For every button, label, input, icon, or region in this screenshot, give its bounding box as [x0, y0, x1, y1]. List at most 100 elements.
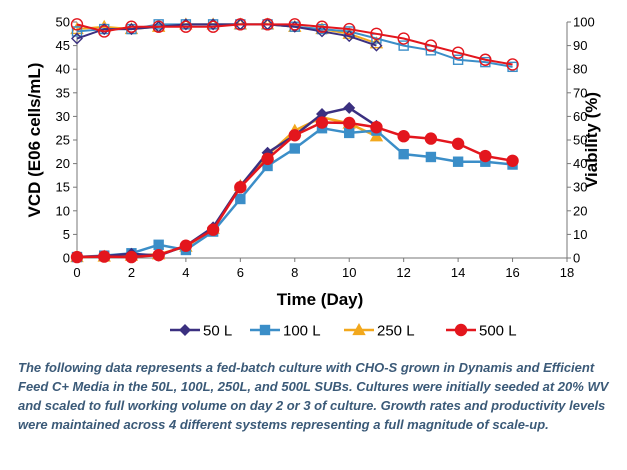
viability-point-500-l: [234, 18, 247, 31]
y-tick-label: 50: [56, 15, 70, 30]
vcd-series-500-l: [70, 116, 519, 264]
vcd-point-500-l: [179, 239, 193, 252]
x-tick-label: 6: [237, 265, 244, 280]
viability-point-500-l: [479, 53, 492, 66]
viability-point-100-l: [71, 26, 83, 37]
x-tick-label: 8: [291, 265, 298, 280]
vcd-point-500-l: [261, 152, 274, 166]
y2-tick-label: 50: [573, 133, 587, 148]
vcd-point-100-l: [425, 151, 437, 163]
vcd-point-500-l: [424, 132, 438, 145]
vcd-point-500-l: [479, 149, 492, 163]
y2-tick-label: 80: [573, 62, 587, 77]
y-axis-title: VCD (E06 cells/mL): [25, 63, 44, 218]
viability-point-50-l: [71, 32, 83, 45]
y2-tick-label: 10: [573, 227, 587, 242]
legend-label: 500 L: [479, 323, 517, 340]
viability-point-500-l: [315, 20, 329, 33]
legend-swatch-marker: [259, 324, 271, 336]
vcd-point-100-l: [289, 143, 300, 154]
vcd-series-50-l: [71, 101, 383, 264]
vcd-point-500-l: [70, 250, 84, 264]
vcd-point-500-l: [343, 116, 356, 130]
y-tick-label: 10: [56, 203, 70, 218]
x-tick-label: 0: [73, 265, 80, 280]
vcd-point-100-l: [344, 127, 355, 139]
viability-point-50-l: [370, 39, 383, 52]
y2-tick-label: 30: [573, 180, 587, 195]
vcd-point-500-l: [315, 116, 329, 129]
legend-item-250-l: 250 L: [344, 323, 415, 340]
y-tick-label: 15: [56, 180, 70, 195]
vcd-point-500-l: [98, 250, 111, 263]
x-tick-label: 2: [128, 265, 135, 280]
viability-point-100-l: [398, 40, 409, 51]
legend-swatch-marker: [454, 323, 468, 337]
y-tick-label: 30: [56, 109, 70, 124]
viability-point-500-l: [506, 58, 519, 71]
viability-point-500-l: [70, 18, 84, 31]
viability-point-500-l: [370, 27, 383, 40]
chart-plot-area: [70, 17, 519, 264]
legend-swatch-marker: [179, 324, 191, 336]
viability-point-500-l: [152, 20, 165, 33]
viability-point-500-l: [261, 18, 274, 31]
y2-tick-label: 40: [573, 156, 587, 171]
vcd-point-100-l: [452, 156, 464, 167]
legend-item-100-l: 100 L: [250, 323, 321, 340]
viability-point-500-l: [397, 32, 410, 45]
figure-caption: The following data represents a fed-batc…: [18, 360, 609, 432]
viability-point-500-l: [288, 18, 301, 31]
y-tick-label: 5: [63, 227, 70, 242]
legend-item-50-l: 50 L: [170, 323, 232, 340]
viability-point-500-l: [424, 39, 438, 52]
legend-item-500-l: 500 L: [446, 323, 517, 340]
vcd-point-500-l: [234, 180, 247, 194]
x-tick-label: 4: [182, 265, 189, 280]
viability-series-500-l: [70, 18, 519, 71]
y2-tick-label: 0: [573, 251, 580, 266]
viability-point-500-l: [98, 25, 111, 38]
chart-axes: 0510152025303540455001020304050607080901…: [56, 15, 595, 281]
viability-point-50-l: [316, 25, 328, 38]
legend-label: 50 L: [203, 323, 232, 340]
x-tick-label: 14: [451, 265, 465, 280]
vcd-point-500-l: [370, 121, 383, 134]
viability-series-50-l: [71, 18, 383, 52]
x-tick-label: 10: [342, 265, 356, 280]
vcd-point-100-l: [398, 148, 409, 160]
vcd-point-500-l: [506, 154, 519, 167]
vcd-series-250-l: [70, 110, 384, 263]
vcd-point-500-l: [451, 137, 465, 150]
y-tick-label: 35: [56, 85, 70, 100]
vcd-point-100-l: [235, 193, 246, 205]
viability-line-500-l: [76, 23, 513, 66]
y2-tick-label: 70: [573, 85, 587, 100]
vcd-point-500-l: [125, 250, 138, 264]
vcd-point-500-l: [206, 223, 220, 236]
y-tick-label: 20: [56, 156, 70, 171]
vcd-point-500-l: [288, 129, 301, 142]
y-tick-label: 25: [56, 133, 70, 148]
chart-legend: 50 L 100 L 250 L 500 L: [170, 323, 517, 340]
viability-point-500-l: [451, 46, 465, 59]
viability-point-100-l: [452, 54, 464, 65]
chart: 0510152025303540455001020304050607080901…: [25, 15, 601, 340]
vcd-point-500-l: [152, 248, 165, 262]
viability-point-500-l: [343, 22, 356, 36]
x-tick-label: 12: [396, 265, 410, 280]
legend-label: 100 L: [283, 323, 321, 340]
vcd-series-100-l: [71, 122, 518, 263]
y-tick-label: 0: [63, 251, 70, 266]
x-tick-label: 18: [560, 265, 574, 280]
x-axis-title: Time (Day): [277, 290, 364, 309]
legend-label: 250 L: [377, 323, 415, 340]
viability-point-500-l: [125, 20, 138, 33]
y2-tick-label: 60: [573, 109, 587, 124]
vcd-point-100-l: [153, 239, 164, 250]
vcd-point-500-l: [397, 130, 410, 143]
vcd-line-500-l: [76, 121, 513, 259]
viability-point-50-l: [343, 30, 356, 43]
vcd-point-50-l: [343, 101, 356, 114]
viability-point-500-l: [179, 20, 193, 33]
